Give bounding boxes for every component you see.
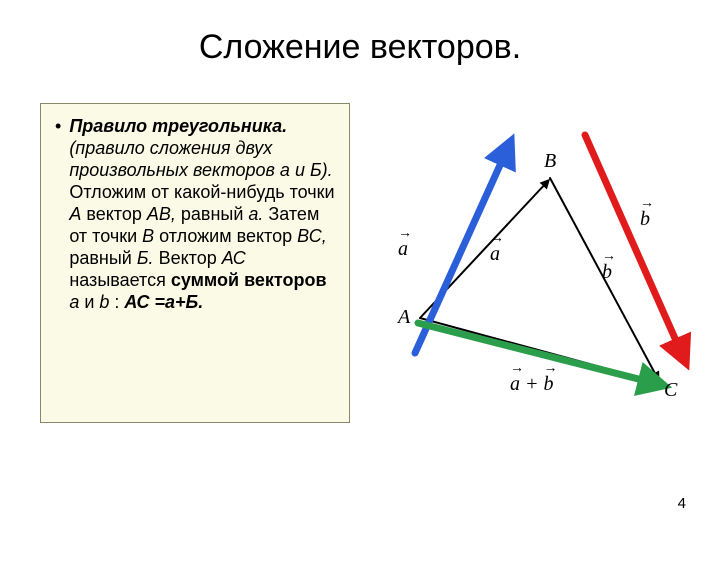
page-number: 4 — [678, 495, 686, 512]
text-panel: • Правило треугольника. (правило сложени… — [40, 103, 350, 423]
pt-A: А — [69, 204, 81, 224]
pt-B: В — [142, 226, 154, 246]
t7: Вектор — [154, 248, 222, 268]
slide-title: Сложение векторов. — [0, 28, 720, 67]
bullet-mark: • — [55, 116, 61, 314]
rule-text: Правило треугольника. (правило сложения … — [69, 116, 335, 314]
bullet-row: • Правило треугольника. (правило сложени… — [55, 116, 335, 314]
t6: равный — [69, 248, 137, 268]
vec-BC: ВС, — [297, 226, 327, 246]
t5: отложим вектор — [154, 226, 297, 246]
t10: : — [109, 292, 124, 312]
diagram-area: ABCababa + b — [360, 103, 700, 423]
t1: Отложим от какой-нибудь точки — [69, 182, 334, 202]
eq: АС =а+Б. — [124, 292, 203, 312]
vec-a2: а — [69, 292, 79, 312]
vec-AB: АВ, — [147, 204, 176, 224]
vec-a1: а. — [248, 204, 263, 224]
t8: называется — [69, 270, 171, 290]
content-row: • Правило треугольника. (правило сложени… — [0, 103, 720, 423]
sum-phrase: суммой векторов — [171, 270, 327, 290]
t9: и — [79, 292, 99, 312]
vec-B: Б. — [137, 248, 154, 268]
vec-b2: b — [99, 292, 109, 312]
rule-paren: (правило сложения двух произвольных вект… — [69, 138, 332, 180]
t2: вектор — [81, 204, 147, 224]
t3: равный — [176, 204, 249, 224]
vec-AC: АС — [222, 248, 246, 268]
rule-title: Правило треугольника. — [69, 116, 287, 136]
